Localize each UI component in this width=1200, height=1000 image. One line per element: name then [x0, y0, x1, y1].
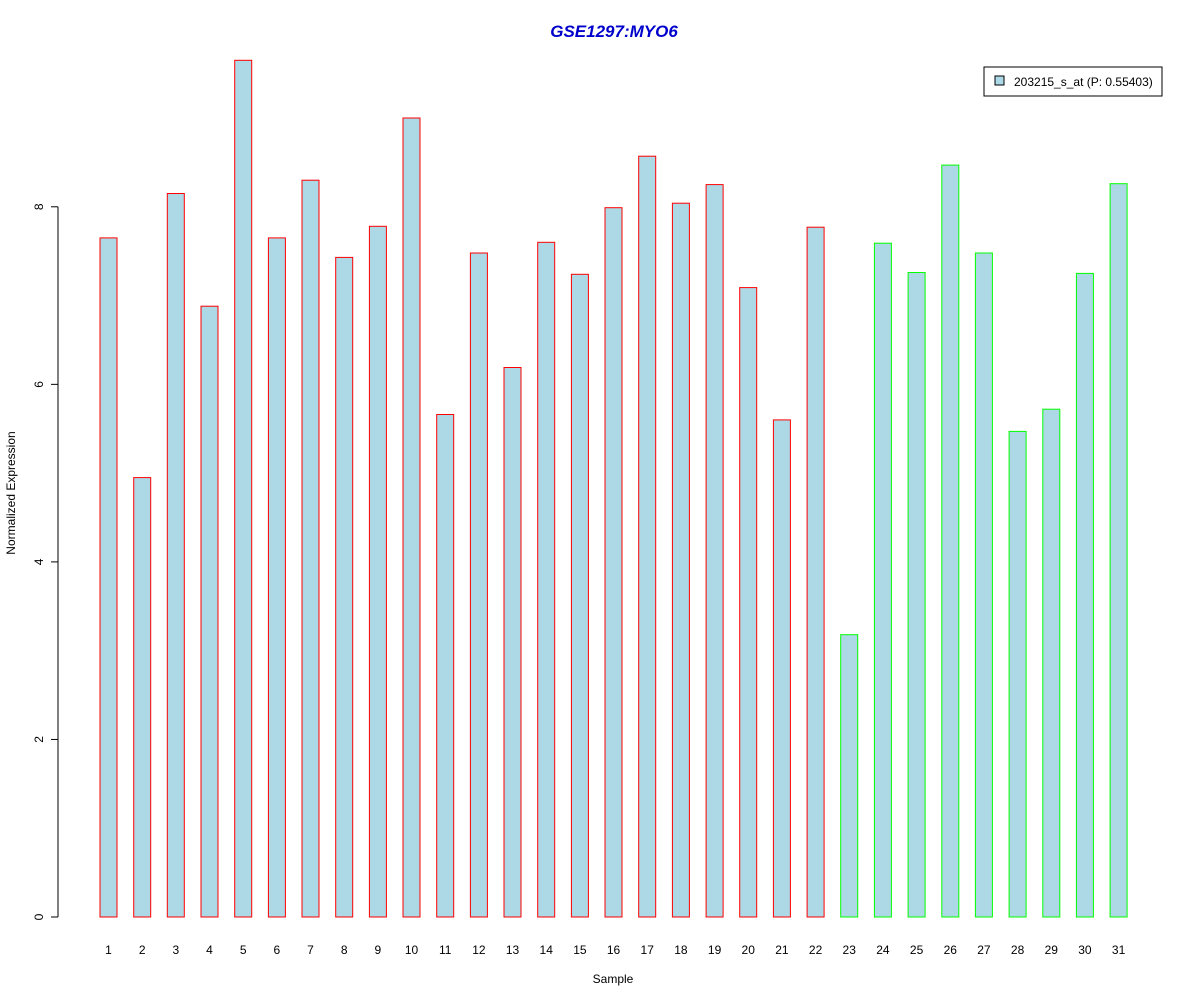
bar	[301, 179, 320, 918]
x-tick-label: 9	[375, 943, 382, 957]
y-tick-label: 8	[32, 203, 46, 210]
y-tick-label: 6	[32, 381, 46, 388]
bar	[604, 207, 623, 918]
bar	[1042, 408, 1061, 918]
bars	[99, 59, 1128, 918]
bar	[200, 305, 219, 918]
bar	[974, 252, 993, 918]
x-tick-label: 14	[540, 943, 554, 957]
x-tick-label: 10	[405, 943, 419, 957]
bar	[705, 184, 724, 918]
x-tick-label: 18	[674, 943, 688, 957]
bar	[570, 273, 589, 918]
bar	[638, 155, 657, 918]
bar	[166, 193, 185, 918]
legend: 203215_s_at (P: 0.55403)	[983, 66, 1163, 97]
bar	[436, 414, 455, 918]
bar	[99, 237, 118, 918]
legend-label: 203215_s_at (P: 0.55403)	[1014, 75, 1153, 89]
x-tick-label: 31	[1112, 943, 1126, 957]
bar	[1008, 430, 1027, 918]
x-tick-label: 23	[843, 943, 857, 957]
x-tick-labels: 1 2 3 4 5 6 7 8 9 10 11 12 13 14 15 16 17 18 19 20 21 22 23 24 2…	[105, 943, 1125, 957]
x-tick-label: 3	[172, 943, 179, 957]
bar	[941, 164, 960, 918]
y-axis-label: Normalized Expression	[4, 431, 18, 554]
x-tick-label: 21	[775, 943, 789, 957]
bar	[537, 241, 556, 918]
bar	[806, 226, 825, 918]
bar	[402, 117, 421, 918]
bar	[1075, 272, 1094, 918]
bar	[267, 237, 286, 918]
bar	[469, 252, 488, 918]
bar	[503, 367, 522, 918]
x-tick-label: 12	[472, 943, 486, 957]
bar	[1109, 183, 1128, 918]
x-tick-label: 15	[573, 943, 587, 957]
x-tick-label: 6	[274, 943, 281, 957]
bar	[335, 256, 354, 918]
bar	[840, 634, 859, 918]
x-tick-label: 22	[809, 943, 823, 957]
x-tick-label: 16	[607, 943, 621, 957]
x-tick-label: 28	[1011, 943, 1025, 957]
y-tick-label: 0	[32, 913, 46, 920]
x-tick-label: 19	[708, 943, 722, 957]
x-tick-label: 11	[439, 943, 452, 957]
x-tick-label: 4	[206, 943, 213, 957]
x-tick-label: 20	[742, 943, 756, 957]
x-tick-label: 17	[641, 943, 655, 957]
x-tick-label: 1	[105, 943, 112, 957]
x-tick-label: 13	[506, 943, 520, 957]
x-tick-label: 27	[977, 943, 991, 957]
x-tick-label: 5	[240, 943, 247, 957]
bar	[671, 202, 690, 918]
x-tick-label: 29	[1045, 943, 1059, 957]
bar	[133, 477, 152, 918]
x-tick-label: 24	[876, 943, 890, 957]
bar	[739, 287, 758, 918]
bar	[873, 242, 892, 918]
legend-swatch	[994, 75, 1005, 86]
y-tick-label: 4	[32, 558, 46, 565]
bar	[234, 59, 253, 918]
y-axis: 0 2 4 6 8	[32, 203, 59, 920]
x-axis-label: Sample	[593, 972, 634, 986]
x-tick-label: 26	[944, 943, 958, 957]
x-tick-label: 30	[1078, 943, 1092, 957]
x-tick-label: 2	[139, 943, 146, 957]
x-tick-label: 7	[307, 943, 314, 957]
x-tick-label: 25	[910, 943, 924, 957]
chart-title: GSE1297:MYO6	[550, 22, 678, 41]
x-tick-label: 8	[341, 943, 348, 957]
legend-box	[983, 66, 1163, 97]
bar	[772, 419, 791, 918]
bar	[368, 225, 387, 918]
bar	[907, 272, 926, 918]
y-tick-label: 2	[32, 736, 46, 743]
